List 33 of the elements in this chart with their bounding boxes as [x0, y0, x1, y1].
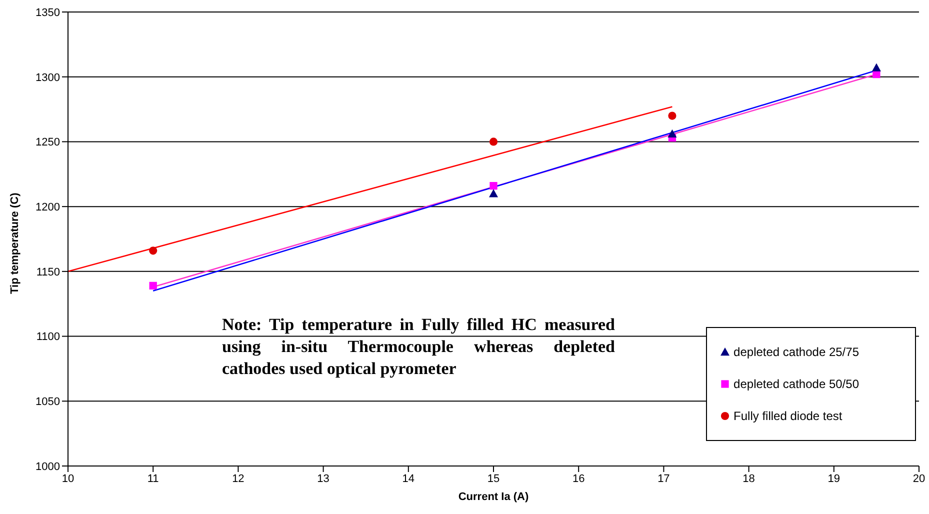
- point: [872, 63, 881, 72]
- y-tick-label: 1300: [36, 72, 60, 84]
- y-tick-label: 1000: [36, 460, 60, 473]
- x-tick-label: 20: [912, 472, 926, 485]
- x-tick-label: 13: [317, 472, 330, 485]
- x-tick-label: 12: [232, 472, 244, 485]
- y-tick-label: 1250: [36, 136, 60, 149]
- x-tick-label: 14: [402, 472, 415, 485]
- y-tick-label: 1050: [36, 396, 60, 408]
- point: [668, 112, 676, 120]
- x-tick-label: 17: [658, 472, 670, 485]
- point: [490, 182, 498, 190]
- legend-label: Fully filled diode test: [734, 409, 842, 423]
- point: [668, 129, 677, 138]
- x-tick-label: 15: [487, 472, 500, 485]
- point: [489, 138, 498, 146]
- point: [149, 282, 157, 290]
- x-tick-label: 11: [147, 472, 159, 485]
- x-tick-label: 18: [742, 472, 755, 485]
- x-tick-label: 19: [828, 472, 840, 485]
- y-tick-label: 1100: [36, 331, 60, 344]
- legend-label: depleted cathode 25/75: [734, 345, 859, 359]
- x-tick-label: 10: [62, 472, 74, 485]
- x-tick-label: 16: [572, 472, 585, 485]
- y-tick-label: 1200: [36, 201, 60, 214]
- point: [489, 189, 498, 198]
- y-axis-title: Tip temperature (C): [8, 192, 21, 294]
- y-tick-label: 1350: [36, 6, 60, 19]
- x-axis-title: Current Ia (A): [458, 491, 529, 503]
- y-tick-label: 1150: [36, 266, 60, 278]
- point: [149, 246, 158, 255]
- legend-label: depleted cathode 50/50: [734, 377, 859, 391]
- annotation: Note: Tip temperature in Fully filled HC measured using in-situ Thermocouple whereas depleted cathodes used optical pyrometer: [222, 314, 615, 380]
